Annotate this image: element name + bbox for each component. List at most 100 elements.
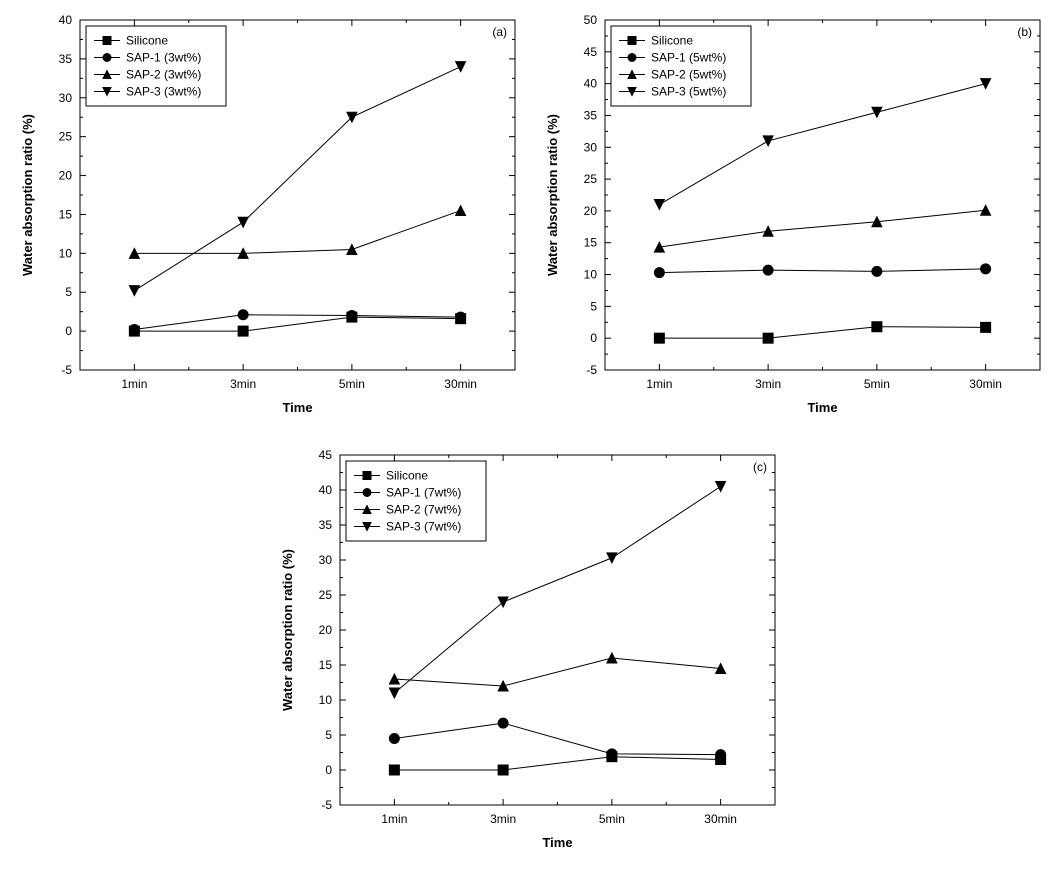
y-tick-label: -5 <box>61 363 72 377</box>
x-tick-label: 30min <box>444 377 477 391</box>
figure-root: -5 0 5 10 15 20 25 30 35 40 1min 3min 5min 30min Time W… <box>0 0 1061 883</box>
y-tick-label: 5 <box>590 299 597 313</box>
y-tick-label: 25 <box>584 172 598 186</box>
series-marker-1 <box>347 311 357 321</box>
y-tick-label: 0 <box>65 324 72 338</box>
y-axis-title: Water absorption ratio (%) <box>545 114 560 276</box>
legend-label: Silicone <box>386 469 428 483</box>
series-line-3 <box>394 487 720 694</box>
chart-panel-a: -5 0 5 10 15 20 25 30 35 40 1min 3min 5min 30min Time W… <box>10 5 530 425</box>
series-marker-1 <box>981 264 991 274</box>
panel-label: (c) <box>753 460 767 474</box>
series-marker-2 <box>654 242 664 252</box>
legend-label: SAP-1 (3wt%) <box>126 51 201 65</box>
series-line-3 <box>659 84 985 205</box>
y-tick-label: 10 <box>319 693 333 707</box>
series-marker-0 <box>654 333 664 343</box>
series-marker-3 <box>389 688 399 698</box>
series-line-2 <box>394 658 720 686</box>
x-tick-label: 1min <box>381 812 407 826</box>
y-tick-label: 15 <box>59 207 73 221</box>
series-line-2 <box>134 211 460 254</box>
series-marker-3 <box>238 217 248 227</box>
y-tick-label: 40 <box>319 483 333 497</box>
series-marker-3 <box>456 62 466 72</box>
series-marker-1 <box>456 312 466 322</box>
x-tick-label: 3min <box>755 377 781 391</box>
series-line-1 <box>659 269 985 273</box>
series-marker-1 <box>763 265 773 275</box>
series-line-0 <box>394 757 720 770</box>
series-marker-1 <box>389 734 399 744</box>
y-tick-label: 5 <box>325 728 332 742</box>
y-tick-label: 20 <box>584 204 598 218</box>
x-tick-label: 5min <box>864 377 890 391</box>
x-tick-label: 3min <box>490 812 516 826</box>
y-tick-label: 0 <box>325 763 332 777</box>
x-tick-label: 5min <box>339 377 365 391</box>
chart-panel-b: -5051015202530354045501min3min5min30minT… <box>535 5 1055 425</box>
legend-label: Silicone <box>126 34 168 48</box>
x-tick-label: 30min <box>969 377 1002 391</box>
panel-label: (b) <box>1017 25 1032 39</box>
series-marker-3 <box>716 482 726 492</box>
y-tick-label: 5 <box>65 285 72 299</box>
y-tick-label: 50 <box>584 13 598 27</box>
x-tick-label: 1min <box>646 377 672 391</box>
series-marker-3 <box>129 286 139 296</box>
legend-label: Silicone <box>651 34 693 48</box>
legend-label: SAP-3 (7wt%) <box>386 520 461 534</box>
y-tick-label: 40 <box>59 13 73 27</box>
x-tick-label: 3min <box>230 377 256 391</box>
y-tick-label: -5 <box>586 363 597 377</box>
series-line-1 <box>134 315 460 330</box>
x-axis-title: Time <box>807 400 837 415</box>
y-tick-label: 0 <box>590 331 597 345</box>
series-marker-3 <box>654 200 664 210</box>
series-marker-0 <box>763 333 773 343</box>
series-marker-0 <box>389 765 399 775</box>
y-tick-label: 25 <box>59 130 73 144</box>
y-axis-title: Water absorption ratio (%) <box>20 114 35 276</box>
y-tick-label: 30 <box>59 91 73 105</box>
series-marker-0 <box>498 765 508 775</box>
series-marker-1 <box>238 310 248 320</box>
x-tick-label: 30min <box>704 812 737 826</box>
series-marker-3 <box>981 79 991 89</box>
panel-label: (a) <box>492 25 507 39</box>
legend-label: SAP-1 (5wt%) <box>651 51 726 65</box>
y-tick-label: 10 <box>59 246 73 260</box>
series-marker-1 <box>654 268 664 278</box>
y-axis-title: Water absorption ratio (%) <box>280 549 295 711</box>
y-tick-label: 35 <box>584 108 598 122</box>
x-axis-title: Time <box>542 835 572 850</box>
y-tick-label: 20 <box>59 169 73 183</box>
series-line-2 <box>659 210 985 247</box>
series-marker-3 <box>763 136 773 146</box>
series-marker-3 <box>607 553 617 563</box>
legend-label: SAP-1 (7wt%) <box>386 486 461 500</box>
series-marker-1 <box>607 749 617 759</box>
series-marker-1 <box>129 325 139 335</box>
y-tick-label: 25 <box>319 588 333 602</box>
series-line-3 <box>134 67 460 291</box>
series-line-0 <box>134 317 460 331</box>
legend-label: SAP-2 (3wt%) <box>126 68 201 82</box>
y-tick-label: 15 <box>584 236 598 250</box>
y-tick-label: 35 <box>59 52 73 66</box>
series-marker-0 <box>872 322 882 332</box>
x-axis-title: Time <box>282 400 312 415</box>
series-marker-3 <box>872 107 882 117</box>
y-tick-label: 30 <box>319 553 333 567</box>
y-tick-label: 15 <box>319 658 333 672</box>
y-tick-label: 35 <box>319 518 333 532</box>
legend-label: SAP-3 (5wt%) <box>651 85 726 99</box>
y-tick-label: 45 <box>319 448 333 462</box>
legend-label: SAP-3 (3wt%) <box>126 85 201 99</box>
x-tick-label: 1min <box>121 377 147 391</box>
series-marker-1 <box>498 718 508 728</box>
y-tick-label: 20 <box>319 623 333 637</box>
y-tick-label: 45 <box>584 45 598 59</box>
series-line-0 <box>659 327 985 338</box>
series-marker-1 <box>716 750 726 760</box>
